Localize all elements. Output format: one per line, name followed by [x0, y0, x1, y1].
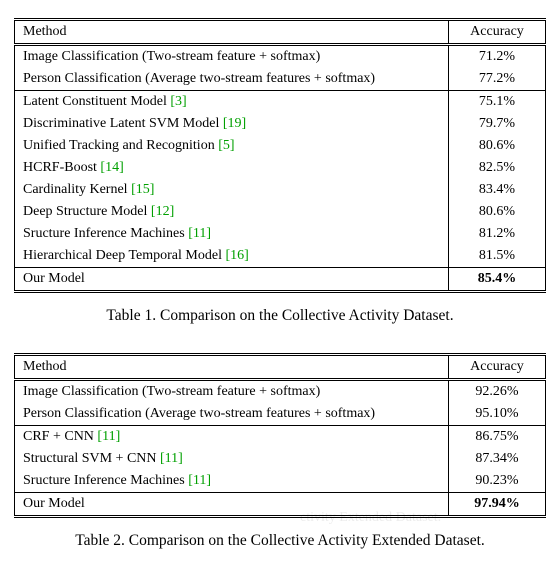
method-cell: Unified Tracking and Recognition [5]	[15, 135, 449, 157]
accuracy-cell: 75.1%	[449, 91, 546, 114]
method-cell: Our Model	[15, 268, 449, 292]
accuracy-cell: 80.6%	[449, 201, 546, 223]
accuracy-cell: 87.34%	[449, 448, 546, 470]
accuracy-cell: 82.5%	[449, 157, 546, 179]
accuracy-cell: 92.26%	[449, 380, 546, 404]
method-cell: Cardinality Kernel [15]	[15, 179, 449, 201]
accuracy-cell: 79.7%	[449, 113, 546, 135]
method-cell: Sructure Inference Machines [11]	[15, 470, 449, 493]
method-cell: HCRF-Boost [14]	[15, 157, 449, 179]
method-cell: Latent Constituent Model [3]	[15, 91, 449, 114]
table-row: Sructure Inference Machines [11]90.23%	[15, 470, 546, 493]
citation: [19]	[223, 116, 246, 131]
accuracy-cell: 77.2%	[449, 68, 546, 91]
col-accuracy-header: Accuracy	[449, 355, 546, 380]
citation: [3]	[170, 94, 186, 109]
method-cell: Deep Structure Model [12]	[15, 201, 449, 223]
accuracy-cell: 71.2%	[449, 45, 546, 69]
accuracy-cell: 85.4%	[449, 268, 546, 292]
citation: [14]	[100, 160, 123, 175]
citation: [11]	[188, 226, 211, 241]
method-cell: Hierarchical Deep Temporal Model [16]	[15, 245, 449, 268]
table-row: CRF + CNN [11]86.75%	[15, 426, 546, 449]
citation: [11]	[160, 451, 183, 466]
citation: [5]	[218, 138, 234, 153]
col-method-header: Method	[15, 20, 449, 45]
table-row: Person Classification (Average two-strea…	[15, 403, 546, 426]
accuracy-cell: 97.94%	[449, 493, 546, 517]
table-2: Method Accuracy Image Classification (Tw…	[14, 353, 546, 518]
method-cell: CRF + CNN [11]	[15, 426, 449, 449]
table-1: Method Accuracy Image Classification (Tw…	[14, 18, 546, 293]
table-row: Discriminative Latent SVM Model [19]79.7…	[15, 113, 546, 135]
table-row: Unified Tracking and Recognition [5]80.6…	[15, 135, 546, 157]
method-cell: Sructure Inference Machines [11]	[15, 223, 449, 245]
table-row: Image Classification (Two-stream feature…	[15, 380, 546, 404]
method-cell: Image Classification (Two-stream feature…	[15, 380, 449, 404]
accuracy-cell: 81.5%	[449, 245, 546, 268]
accuracy-cell: 90.23%	[449, 470, 546, 493]
citation: [16]	[225, 248, 248, 263]
method-cell: Person Classification (Average two-strea…	[15, 403, 449, 426]
citation: [11]	[97, 429, 120, 444]
method-cell: Our Model	[15, 493, 449, 517]
table-row: Our Model97.94%	[15, 493, 546, 517]
method-cell: Person Classification (Average two-strea…	[15, 68, 449, 91]
table-row: Person Classification (Average two-strea…	[15, 68, 546, 91]
citation: [11]	[188, 473, 211, 488]
col-accuracy-header: Accuracy	[449, 20, 546, 45]
table-row: Structural SVM + CNN [11]87.34%	[15, 448, 546, 470]
accuracy-cell: 81.2%	[449, 223, 546, 245]
accuracy-cell: 86.75%	[449, 426, 546, 449]
table-row: Sructure Inference Machines [11]81.2%	[15, 223, 546, 245]
method-cell: Image Classification (Two-stream feature…	[15, 45, 449, 69]
method-cell: Structural SVM + CNN [11]	[15, 448, 449, 470]
method-cell: Discriminative Latent SVM Model [19]	[15, 113, 449, 135]
citation: [15]	[131, 182, 154, 197]
table-row: Latent Constituent Model [3]75.1%	[15, 91, 546, 114]
accuracy-cell: 95.10%	[449, 403, 546, 426]
table-row: Method Accuracy	[15, 355, 546, 380]
citation: [12]	[151, 204, 174, 219]
table-row: Our Model85.4%	[15, 268, 546, 292]
table-row: Method Accuracy	[15, 20, 546, 45]
accuracy-cell: 80.6%	[449, 135, 546, 157]
accuracy-cell: 83.4%	[449, 179, 546, 201]
table-row: Deep Structure Model [12]80.6%	[15, 201, 546, 223]
table-2-caption: Table 2. Comparison on the Collective Ac…	[14, 532, 546, 550]
table-row: HCRF-Boost [14]82.5%	[15, 157, 546, 179]
col-method-header: Method	[15, 355, 449, 380]
table-row: Image Classification (Two-stream feature…	[15, 45, 546, 69]
table-row: Hierarchical Deep Temporal Model [16]81.…	[15, 245, 546, 268]
table-row: Cardinality Kernel [15]83.4%	[15, 179, 546, 201]
table-1-caption: Table 1. Comparison on the Collective Ac…	[14, 307, 546, 325]
